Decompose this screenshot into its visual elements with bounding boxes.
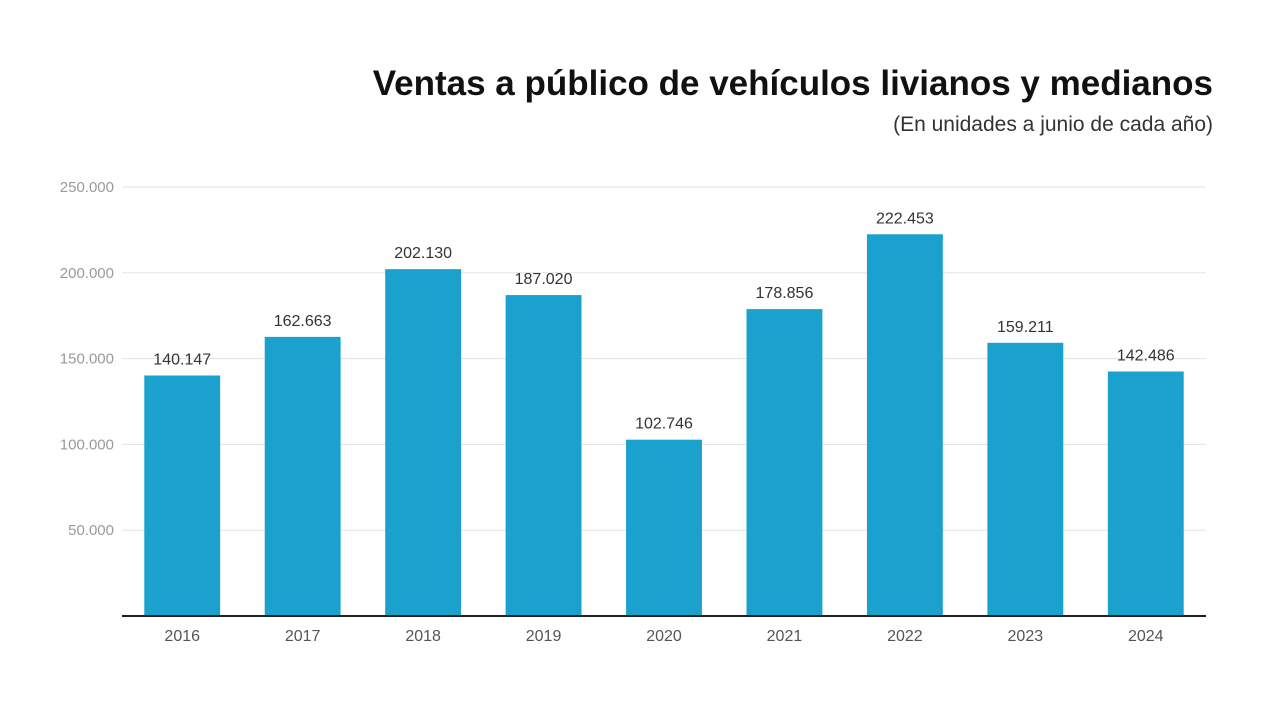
data-label: 140.147 xyxy=(153,352,211,369)
y-tick-label: 250.000 xyxy=(60,179,114,196)
x-tick-label: 2022 xyxy=(887,628,923,645)
x-tick-label: 2019 xyxy=(526,628,562,645)
chart-title: Ventas a público de vehículos livianos y… xyxy=(372,64,1213,103)
y-tick-label: 200.000 xyxy=(60,265,114,282)
x-tick-label: 2017 xyxy=(285,628,321,645)
x-tick-label: 2024 xyxy=(1128,628,1164,645)
bar xyxy=(385,269,462,616)
data-label: 159.211 xyxy=(997,319,1054,336)
bar xyxy=(866,234,943,617)
y-tick-label: 50.000 xyxy=(68,522,114,539)
data-labels: 140.147 162.663 202.130 187.020 102.746 178.8… xyxy=(153,210,1174,432)
bar xyxy=(264,336,341,616)
x-tick-label: 2021 xyxy=(767,628,803,645)
y-axis-ticks: 50.000 100.000 150.000 200.000 250.000 xyxy=(60,179,114,539)
y-tick-label: 100.000 xyxy=(60,436,114,453)
bar xyxy=(626,439,702,616)
bars xyxy=(144,234,1184,617)
bar xyxy=(987,342,1064,616)
x-axis-ticks: 2016 2017 2018 2019 2020 2021 2022 2023 2024 xyxy=(164,628,1163,645)
data-label: 222.453 xyxy=(876,210,934,227)
chart-subtitle: (En unidades a junio de cada año) xyxy=(893,113,1213,136)
bar xyxy=(746,309,823,616)
x-tick-label: 2020 xyxy=(646,628,682,645)
data-label: 187.020 xyxy=(515,271,573,288)
x-tick-label: 2016 xyxy=(164,628,200,645)
data-label: 142.486 xyxy=(1117,347,1175,364)
bar xyxy=(505,295,582,616)
data-label: 162.663 xyxy=(274,313,332,330)
y-tick-label: 150.000 xyxy=(60,351,114,368)
data-label: 178.856 xyxy=(756,285,814,302)
data-label: 202.130 xyxy=(394,245,452,262)
x-tick-label: 2018 xyxy=(405,628,441,645)
x-tick-label: 2023 xyxy=(1008,628,1044,645)
data-label: 102.746 xyxy=(635,416,693,433)
bar xyxy=(1107,371,1184,616)
bar xyxy=(144,375,221,616)
